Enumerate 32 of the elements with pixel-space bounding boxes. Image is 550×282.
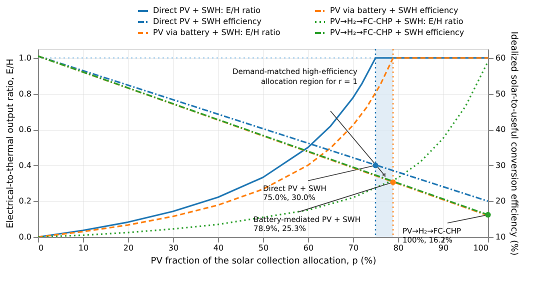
legend-label: PV via battery + SWH: E/H ratio — [153, 28, 280, 37]
x-tick-label: 0 — [38, 244, 44, 252]
y2-axis-title: Idealized solar-to-useful conversion efficiency (%) — [508, 31, 519, 256]
y-tick-label: 0.2 — [18, 196, 32, 206]
x-tick-label: 80 — [393, 244, 404, 252]
x-tick-label: 100 — [473, 244, 488, 252]
legend-label: PV via battery + SWH efficiency — [330, 6, 458, 15]
y2-tick-label: 40 — [496, 125, 506, 134]
legend-label: Direct PV + SWH: E/H ratio — [153, 6, 261, 15]
y-tick-label: 0.8 — [18, 89, 32, 98]
legend-label: PV→H₂→FC-CHP + SWH: E/H ratio — [330, 17, 464, 26]
x-tick-label: 20 — [123, 244, 134, 252]
y-axis-title: Electrical-to-thermal output ratio, E/H — [6, 58, 16, 228]
x-tick-label: 10 — [78, 244, 89, 252]
y-tick-label: 1.0 — [18, 53, 32, 62]
legend-label: Direct PV + SWH efficiency — [153, 17, 262, 26]
y-tick-label: 0.4 — [18, 160, 32, 170]
x-tick-label: 90 — [438, 244, 449, 252]
x-tick-label: 70 — [348, 244, 359, 252]
x-axis-title: PV fraction of the solar collection allocation, p (%) — [150, 256, 376, 266]
y-tick-label: 0.0 — [18, 232, 32, 242]
y2-tick-label: 60 — [496, 53, 506, 62]
y2-tick-label: 20 — [496, 196, 506, 206]
y2-tick-label: 50 — [496, 89, 506, 98]
y2-tick-label: 10 — [496, 232, 506, 242]
legend-label: PV→H₂→FC-CHP + SWH efficiency — [330, 28, 464, 37]
x-tick-label: 40 — [213, 244, 224, 252]
x-tick-label: 60 — [303, 244, 314, 252]
x-tick-label: 30 — [168, 244, 179, 252]
x-tick-label: 50 — [258, 244, 269, 252]
y-tick-label: 0.6 — [18, 125, 32, 134]
y2-tick-label: 30 — [496, 160, 506, 170]
